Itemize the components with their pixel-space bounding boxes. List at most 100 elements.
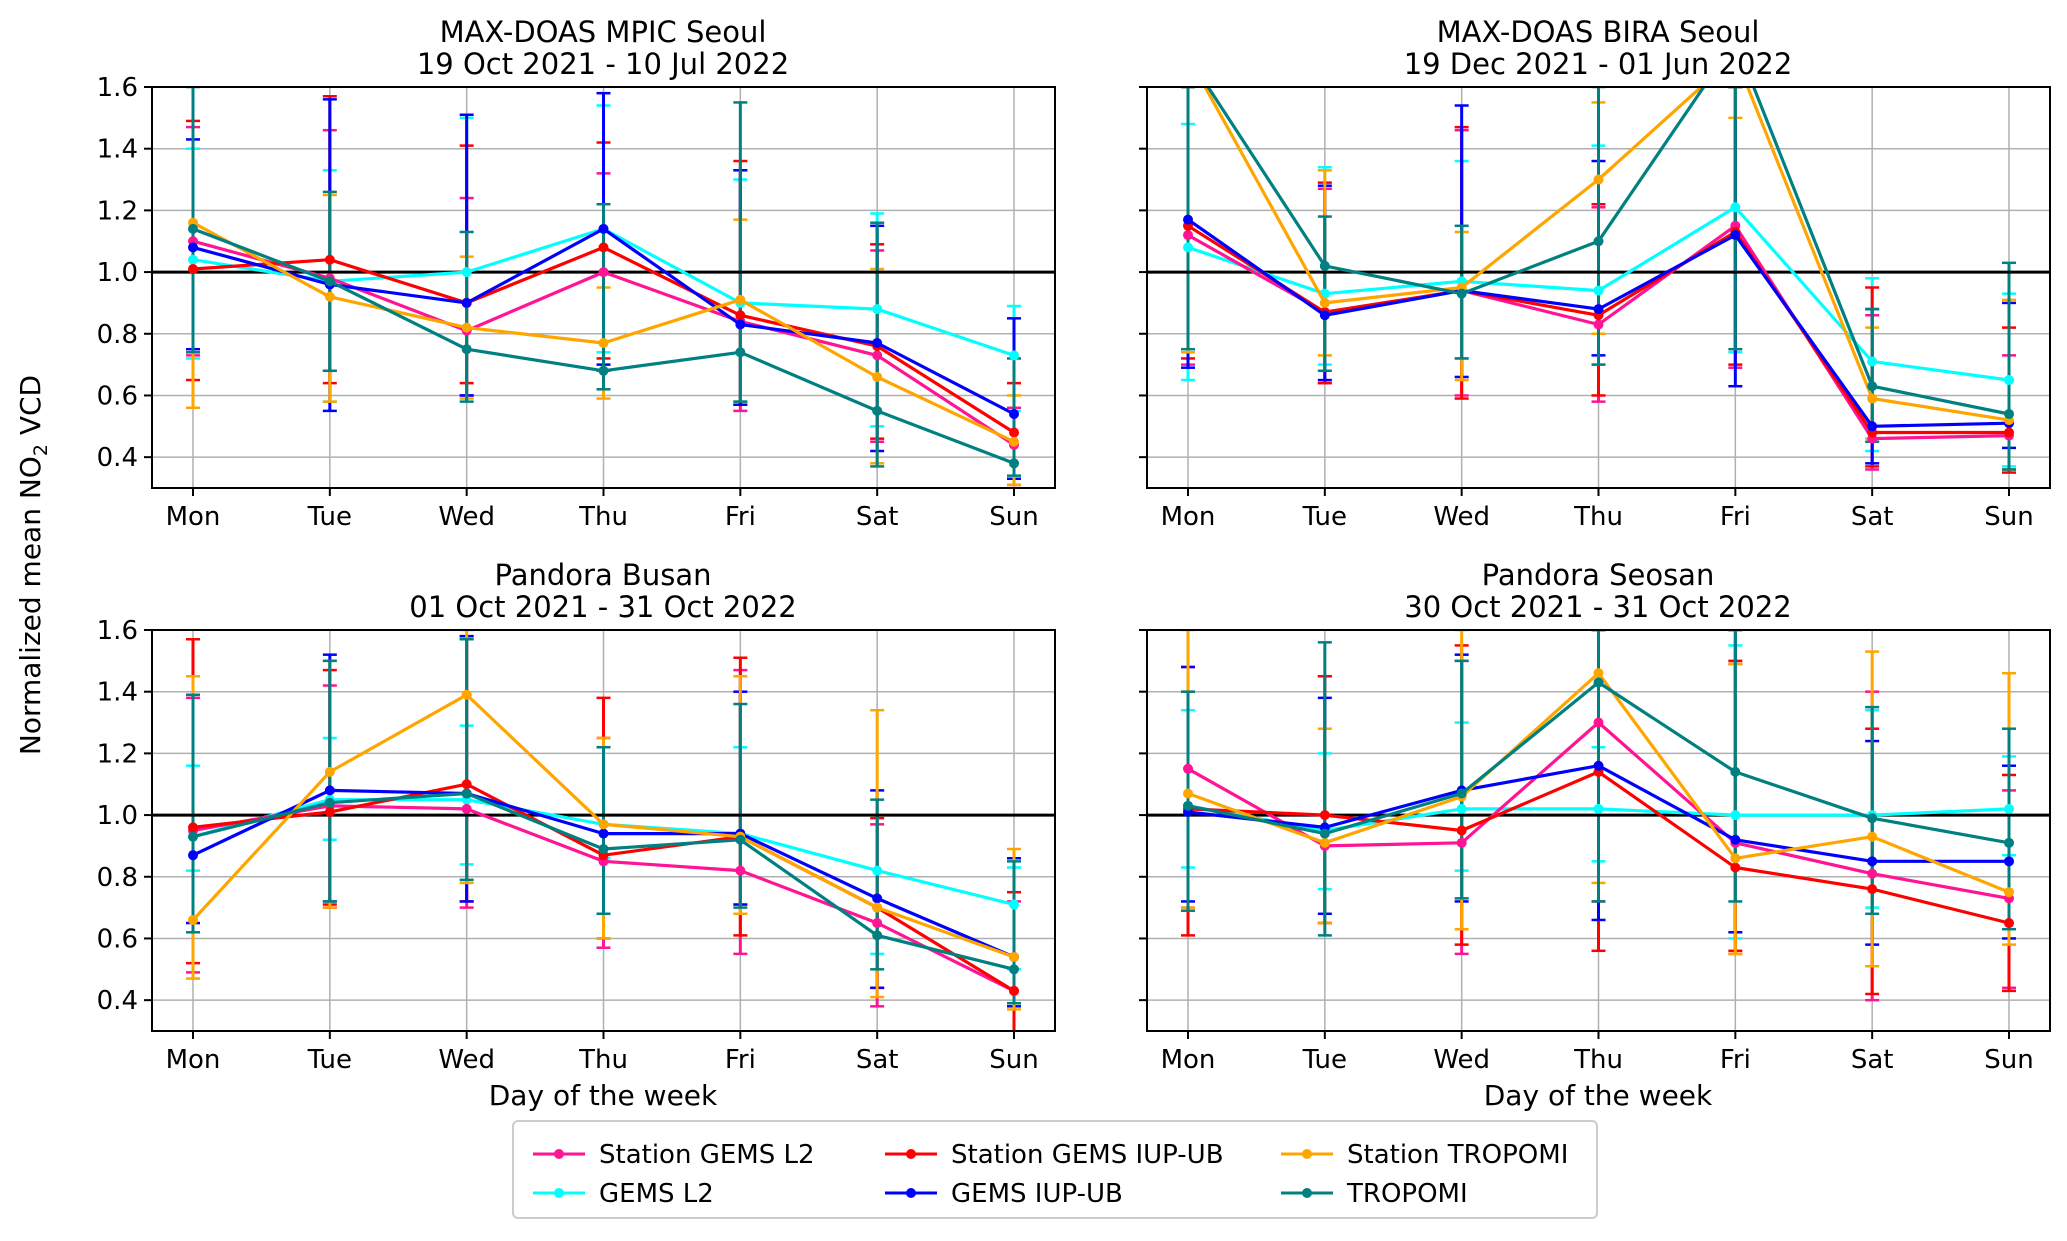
y-tick-label: 0.6 — [97, 924, 138, 954]
x-axis-label: Day of the week — [1484, 1079, 1713, 1112]
legend: Station GEMS L2 GEMS L2 Station GEMS IUP… — [512, 1120, 1598, 1219]
legend-marker — [554, 1188, 564, 1198]
x-tick-label: Wed — [438, 502, 495, 532]
x-tick-label: Thu — [1573, 1045, 1623, 1075]
legend-label: GEMS L2 — [599, 1179, 714, 1209]
x-tick-label: Fri — [725, 1045, 756, 1075]
data-point-station-gems-iup-ub — [461, 779, 472, 790]
legend-entry: Station GEMS L2 — [533, 1140, 815, 1170]
x-tick-label: Sun — [1984, 1045, 2033, 1075]
x-axis-label: Day of the week — [489, 1079, 718, 1112]
plot-content — [1147, 630, 2050, 1002]
data-point-tropomi — [461, 344, 472, 355]
data-point-gems-l2 — [1456, 803, 1467, 814]
data-point-gems-iup-ub — [1867, 856, 1878, 867]
legend-marker — [906, 1188, 916, 1198]
x-tick-label: Tue — [1302, 1045, 1347, 1075]
data-point-gems-l2 — [2004, 803, 2014, 814]
data-point-station-tropomi — [1009, 436, 1019, 447]
legend-label: TROPOMI — [1346, 1179, 1468, 1209]
y-tick-label: 0.4 — [97, 986, 138, 1016]
data-point-gems-l2 — [1183, 242, 1193, 253]
data-point-station-gems-iup-ub — [324, 806, 335, 817]
data-point-station-tropomi — [1319, 837, 1330, 848]
y-tick-label: 1.6 — [97, 73, 138, 103]
panel-subtitle: 19 Dec 2021 - 01 Jun 2022 — [1404, 47, 1793, 81]
data-point-gems-iup-ub — [598, 828, 609, 839]
data-point-tropomi — [1456, 788, 1467, 799]
data-point-gems-iup-ub — [188, 850, 198, 861]
data-point-station-tropomi — [188, 914, 198, 925]
panel-title: MAX-DOAS BIRA Seoul — [1437, 15, 1760, 49]
data-point-station-gems-l2 — [1593, 319, 1604, 330]
panel-title: Pandora Seosan — [1482, 558, 1715, 592]
data-point-station-tropomi — [1183, 788, 1193, 799]
data-point-station-tropomi — [598, 338, 609, 349]
data-point-station-gems-iup-ub — [188, 263, 198, 274]
data-point-tropomi — [1867, 381, 1878, 392]
legend-entry: Station GEMS IUP-UB — [885, 1140, 1224, 1170]
plot-area: Mon Tue Wed Thu Fri Sat Sun — [1139, 86, 2051, 532]
x-tick-label: Tue — [307, 1045, 352, 1075]
data-point-station-gems-iup-ub — [188, 822, 198, 833]
data-point-gems-iup-ub — [735, 319, 746, 330]
data-point-gems-iup-ub — [2004, 856, 2014, 867]
data-point-station-tropomi — [598, 819, 609, 830]
x-tick-label: Fri — [1720, 502, 1751, 532]
data-point-gems-l2 — [1593, 285, 1604, 296]
data-point-station-tropomi — [1593, 174, 1604, 185]
x-tick-label: Sun — [1984, 502, 2033, 532]
data-point-station-tropomi — [872, 371, 883, 382]
data-point-station-tropomi — [1867, 831, 1878, 842]
data-point-gems-l2 — [2004, 375, 2014, 386]
plot-area: Mon Tue Wed Thu Fri Sat Sun 0.4 0.6 0.8 1.0 1.2 1.4 1… — [97, 73, 1056, 532]
data-point-gems-iup-ub — [872, 893, 883, 904]
x-tick-label: Sun — [989, 1045, 1038, 1075]
data-point-gems-l2 — [1009, 350, 1019, 361]
x-tick-label: Sat — [1851, 1045, 1894, 1075]
data-point-gems-iup-ub — [598, 223, 609, 234]
data-point-station-gems-l2 — [461, 803, 472, 814]
data-point-tropomi — [188, 223, 198, 234]
plot-content — [1147, 87, 2050, 474]
data-point-station-gems-l2 — [1867, 868, 1878, 879]
y-tick-label: 1.6 — [97, 616, 138, 646]
legend-entry: GEMS L2 — [533, 1179, 714, 1209]
x-tick-label: Thu — [578, 502, 628, 532]
x-tick-label: Wed — [438, 1045, 495, 1075]
data-point-station-gems-iup-ub — [2004, 427, 2014, 438]
x-tick-label: Mon — [1161, 502, 1216, 532]
data-point-gems-l2 — [461, 267, 472, 278]
data-point-gems-l2 — [872, 304, 883, 315]
data-point-tropomi — [598, 365, 609, 376]
data-point-station-gems-iup-ub — [735, 310, 746, 321]
y-tick-label: 0.6 — [97, 381, 138, 411]
data-point-station-gems-iup-ub — [324, 254, 335, 265]
data-point-gems-l2 — [1593, 803, 1604, 814]
data-point-tropomi — [1009, 458, 1019, 469]
data-point-station-tropomi — [2004, 887, 2014, 898]
data-point-station-gems-l2 — [1456, 837, 1467, 848]
x-tick-label: Sat — [1851, 502, 1894, 532]
legend-label: Station GEMS L2 — [599, 1140, 815, 1170]
y-tick-label: 0.8 — [97, 320, 138, 350]
panel-pandora-seosan: Pandora Seosan 30 Oct 2021 - 31 Oct 2022… — [1139, 558, 2051, 1112]
data-point-tropomi — [735, 347, 746, 358]
y-tick-label: 0.8 — [97, 863, 138, 893]
y-tick-label: 1.0 — [97, 801, 138, 831]
data-point-station-tropomi — [1867, 393, 1878, 404]
data-point-gems-iup-ub — [1730, 834, 1741, 845]
x-tick-label: Mon — [166, 1045, 221, 1075]
legend-label: Station GEMS IUP-UB — [951, 1140, 1224, 1170]
legend-label: GEMS IUP-UB — [951, 1179, 1123, 1209]
data-point-station-gems-iup-ub — [1009, 985, 1019, 996]
panel-subtitle: 19 Oct 2021 - 10 Jul 2022 — [417, 47, 789, 81]
legend-marker — [906, 1149, 916, 1159]
y-tick-label: 1.4 — [97, 678, 138, 708]
data-point-gems-l2 — [872, 865, 883, 876]
data-point-tropomi — [735, 834, 746, 845]
legend-entry: GEMS IUP-UB — [885, 1179, 1123, 1209]
data-point-station-gems-l2 — [735, 865, 746, 876]
data-point-tropomi — [872, 930, 883, 941]
